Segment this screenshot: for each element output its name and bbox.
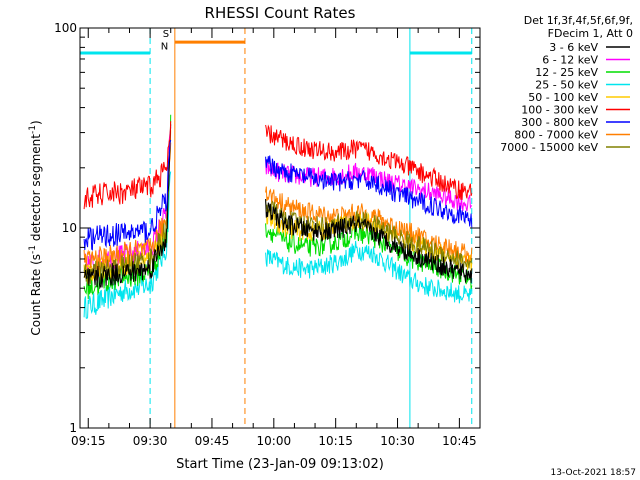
y-axis-label-main: Count Rate (s [29, 254, 43, 336]
x-tick-label: 09:15 [71, 434, 106, 448]
series-line-pre [83, 140, 172, 251]
y-tick-label: 10 [62, 221, 77, 235]
series-line-post [265, 240, 473, 304]
axes: 1 10 100 09:15 09:30 09:45 10:00 10:15 10:30 10:4… [54, 21, 481, 448]
legend-entry-label: 300 - 800 keV [521, 116, 598, 129]
y-tick-label: 1 [69, 421, 77, 435]
legend-entry-label: 50 - 100 keV [528, 91, 598, 104]
y-axis-label: Count Rate (s-1 detector segment-1) [28, 120, 43, 335]
series-line-pre [83, 124, 172, 290]
x-tick-label: 09:30 [133, 434, 168, 448]
legend-entry-label: 12 - 25 keV [535, 66, 598, 79]
series-line-post [265, 124, 473, 200]
y-axis-label-mid: detector segment [29, 134, 43, 245]
marker-s: S [163, 29, 169, 40]
series-lines [83, 114, 473, 320]
series-line-pre [83, 121, 172, 210]
chart-title: RHESSI Count Rates [205, 4, 356, 22]
x-tick-label: 10:15 [318, 434, 353, 448]
legend: Det 1f,3f,4f,5f,6f,9f, FDecim 1, Att 0 3… [500, 14, 633, 154]
legend-entry-label: 7000 - 15000 keV [500, 141, 598, 154]
series-line-pre [83, 171, 172, 320]
legend-entry-label: 3 - 6 keV [549, 41, 598, 54]
series-line-post [265, 206, 473, 272]
y-axis-label-sup2: -1 [28, 125, 38, 134]
series-line-pre [83, 114, 172, 300]
y-axis-label-sup1: -1 [28, 245, 38, 254]
flag-bars: SN [79, 28, 473, 428]
legend-header-line-1: Det 1f,3f,4f,5f,6f,9f, [524, 14, 633, 27]
legend-entry-label: 6 - 12 keV [542, 54, 598, 67]
series-line-post [265, 198, 473, 284]
x-tick-label: 10:30 [380, 434, 415, 448]
legend-entry-label: 25 - 50 keV [535, 79, 598, 92]
legend-entry-label: 100 - 300 keV [521, 104, 598, 117]
x-tick-label: 10:00 [257, 434, 292, 448]
y-axis-label-end: ) [29, 120, 43, 125]
x-tick-label: 10:45 [442, 434, 477, 448]
legend-header-line-2: FDecim 1, Att 0 [548, 27, 633, 40]
y-tick-label: 100 [54, 21, 77, 35]
marker-n: N [161, 42, 168, 53]
timestamp: 13-Oct-2021 18:57 [551, 468, 636, 478]
x-tick-label: 09:45 [195, 434, 230, 448]
x-axis-label: Start Time (23-Jan-09 09:13:02) [176, 457, 384, 472]
legend-entry-label: 800 - 7000 keV [514, 129, 598, 142]
series-line-post [265, 155, 473, 228]
